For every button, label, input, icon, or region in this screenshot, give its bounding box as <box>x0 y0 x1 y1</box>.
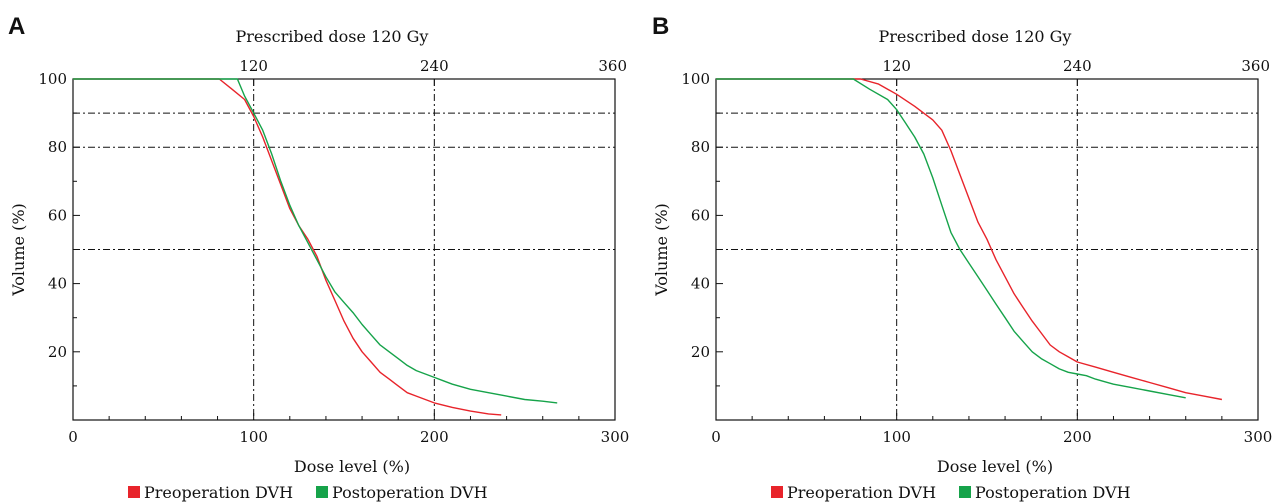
x-axis-title: Dose level (%) <box>294 457 410 476</box>
y-tick-label: 20 <box>691 343 710 361</box>
series-line-postoperation <box>73 78 558 404</box>
legend-swatch <box>128 486 140 498</box>
legend-label: Preoperation DVH <box>144 483 293 502</box>
legend-swatch <box>316 486 328 498</box>
top-tick-label: 360 <box>598 57 627 75</box>
series-line-preoperation <box>73 78 502 416</box>
series-line-postoperation <box>716 78 1186 399</box>
x-tick-label: 300 <box>601 428 630 446</box>
top-axis-title: Prescribed dose 120 Gy <box>879 27 1072 46</box>
x-tick-label: 200 <box>420 428 449 446</box>
y-tick-label: 20 <box>48 343 67 361</box>
chart-panel-a: A 0 100 200 300 20 40 60 80 100 120 240 360 Prescribe… <box>8 13 629 502</box>
legend-label: Postoperation DVH <box>975 483 1131 502</box>
y-tick-label: 60 <box>691 206 710 224</box>
y-axis-title: Volume (%) <box>652 203 671 297</box>
x-tick-label: 300 <box>1244 428 1273 446</box>
x-tick-label: 200 <box>1063 428 1092 446</box>
chart-panel-b: B 0 100 200 300 20 40 60 80 100 120 240 360 Prescribe… <box>652 13 1272 502</box>
series-line-preoperation <box>716 78 1223 401</box>
legend-swatch <box>771 486 783 498</box>
x-tick-label: 100 <box>239 428 268 446</box>
legend-swatch <box>959 486 971 498</box>
y-tick-label: 100 <box>681 70 710 88</box>
top-tick-label: 240 <box>1063 57 1092 75</box>
panel-label: B <box>652 13 669 40</box>
top-axis-title: Prescribed dose 120 Gy <box>236 27 429 46</box>
y-tick-label: 80 <box>691 138 710 156</box>
top-tick-label: 120 <box>882 57 911 75</box>
x-tick-label: 100 <box>882 428 911 446</box>
top-tick-label: 120 <box>239 57 268 75</box>
x-tick-label: 0 <box>711 428 721 446</box>
y-tick-label: 100 <box>38 70 67 88</box>
x-axis-title: Dose level (%) <box>937 457 1053 476</box>
y-tick-label: 40 <box>691 275 710 293</box>
x-tick-label: 0 <box>68 428 78 446</box>
panel-label: A <box>8 13 25 40</box>
legend-label: Preoperation DVH <box>787 483 936 502</box>
y-tick-label: 40 <box>48 275 67 293</box>
legend-label: Postoperation DVH <box>332 483 488 502</box>
y-axis-title: Volume (%) <box>9 203 28 297</box>
y-tick-label: 60 <box>48 206 67 224</box>
top-tick-label: 240 <box>420 57 449 75</box>
y-tick-label: 80 <box>48 138 67 156</box>
top-tick-label: 360 <box>1241 57 1270 75</box>
